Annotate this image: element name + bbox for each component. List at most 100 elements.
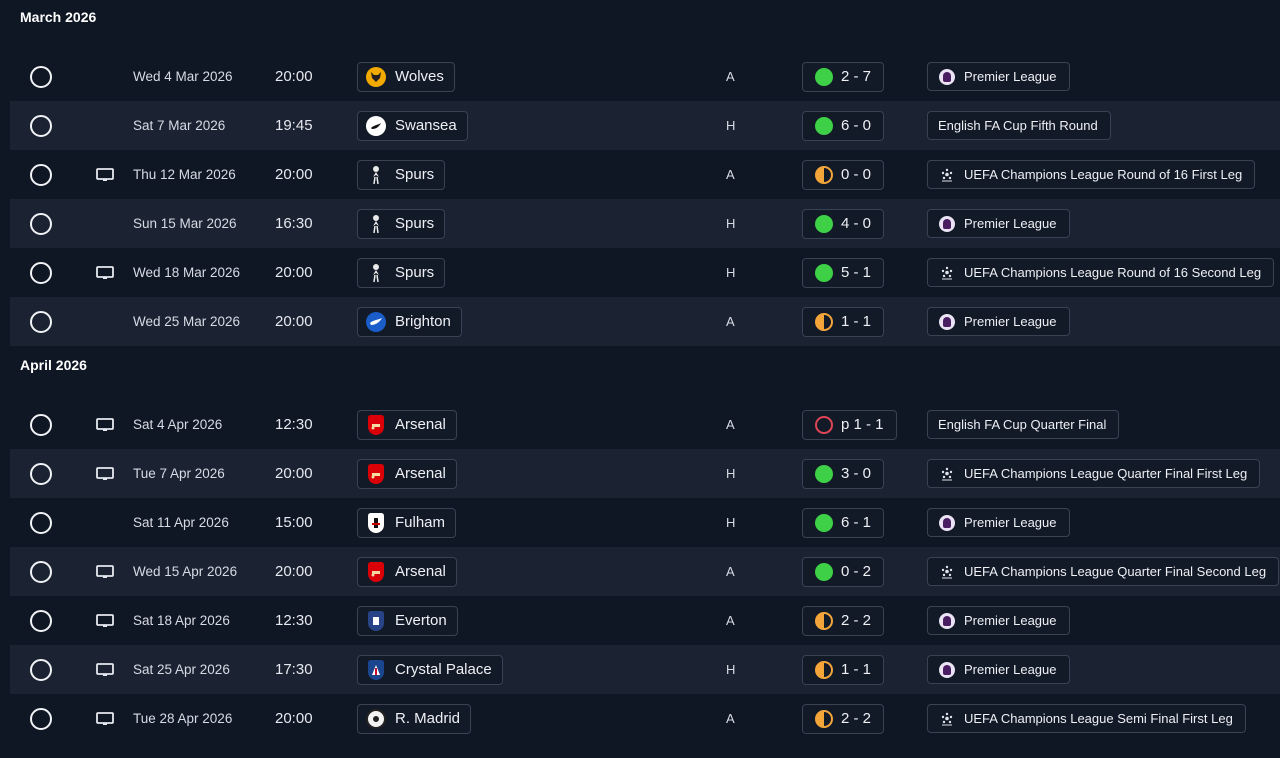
select-circle-checkbox[interactable]: [30, 212, 52, 235]
select-circle-checkbox[interactable]: [30, 462, 52, 485]
select-circle-checkbox[interactable]: [30, 310, 52, 333]
opponent-button[interactable]: Spurs: [357, 159, 446, 190]
result-button[interactable]: 2 - 7: [802, 61, 885, 92]
result-button[interactable]: 6 - 1: [802, 507, 885, 538]
result-button[interactable]: 0 - 0: [802, 159, 885, 190]
competition-name: English FA Cup Fifth Round: [938, 118, 1098, 133]
premier-league-icon: [938, 661, 956, 679]
competition-button[interactable]: UEFA Champions League Semi Final First L…: [927, 704, 1246, 733]
competition-name: Premier League: [964, 69, 1057, 84]
result-button[interactable]: 0 - 2: [802, 556, 885, 587]
fixture-row[interactable]: Sat 25 Apr 2026 17:30 Crystal Palace H 1 - 1…: [10, 645, 1280, 694]
arsenal-badge-icon: [368, 414, 384, 435]
fixture-row[interactable]: Wed 18 Mar 2026 20:00 Spurs H 5 - 1 UEFA Cham…: [10, 248, 1280, 297]
result-button[interactable]: 5 - 1: [802, 257, 885, 288]
select-circle-checkbox[interactable]: [30, 65, 52, 88]
select-circle-checkbox[interactable]: [30, 114, 52, 137]
opponent-button[interactable]: Swansea: [357, 110, 468, 141]
competition-button[interactable]: UEFA Champions League Quarter Final Seco…: [927, 557, 1280, 586]
select-circle-checkbox[interactable]: [30, 609, 52, 632]
competition-button[interactable]: English FA Cup Fifth Round: [927, 111, 1111, 140]
select-circle-checkbox[interactable]: [30, 560, 52, 583]
match-time: 20:00: [275, 68, 313, 85]
opponent-name: Crystal Palace: [395, 661, 492, 678]
fixture-row[interactable]: Sat 18 Apr 2026 12:30 Everton A 2 - 2 Premier…: [10, 596, 1280, 645]
fixture-row[interactable]: Tue 7 Apr 2026 20:00 Arsenal H 3 - 0 UEFA Cha…: [10, 449, 1280, 498]
result-button[interactable]: 6 - 0: [802, 110, 885, 141]
fixture-row[interactable]: Wed 4 Mar 2026 20:00 Wolves A 2 - 7 Premier L…: [10, 52, 1280, 101]
fixture-row[interactable]: Thu 12 Mar 2026 20:00 Spurs A 0 - 0 UEFA Cham…: [10, 150, 1280, 199]
opponent-name: Fulham: [395, 514, 446, 531]
fixture-row[interactable]: Tue 28 Apr 2026 20:00 R. Madrid A 2 - 2 UEFA …: [10, 694, 1280, 743]
opponent-button[interactable]: Everton: [357, 605, 458, 636]
fixture-row[interactable]: Wed 15 Apr 2026 20:00 Arsenal A 0 - 2 UEFA Ch…: [10, 547, 1280, 596]
opponent-button[interactable]: Arsenal: [357, 458, 457, 489]
match-date: Sat 11 Apr 2026: [133, 515, 229, 530]
opponent-name: Wolves: [395, 68, 444, 85]
champions-league-icon: [938, 710, 956, 728]
champions-league-icon: [938, 465, 956, 483]
competition-button[interactable]: UEFA Champions League Round of 16 First …: [927, 160, 1256, 189]
venue: H: [726, 662, 736, 677]
opponent-button[interactable]: Arsenal: [357, 409, 457, 440]
select-circle-checkbox[interactable]: [30, 413, 52, 436]
match-date: Sat 7 Mar 2026: [133, 118, 226, 133]
result-button[interactable]: 2 - 2: [802, 703, 885, 734]
select-circle-checkbox[interactable]: [30, 658, 52, 681]
pen-result-icon: [815, 415, 833, 434]
match-date: Tue 28 Apr 2026: [133, 711, 233, 726]
opponent-button[interactable]: Fulham: [357, 507, 457, 538]
competition-name: English FA Cup Quarter Final: [938, 417, 1107, 432]
result-button[interactable]: 1 - 1: [802, 306, 885, 337]
competition-button[interactable]: English FA Cup Quarter Final: [927, 410, 1120, 439]
match-time: 15:00: [275, 514, 313, 531]
match-time: 20:00: [275, 710, 313, 727]
result-button[interactable]: 2 - 2: [802, 605, 885, 636]
draw-result-icon: [815, 611, 833, 630]
match-date: Thu 12 Mar 2026: [133, 167, 236, 182]
select-circle-checkbox[interactable]: [30, 261, 52, 284]
premier-league-icon: [938, 68, 956, 86]
score: 4 - 0: [841, 215, 872, 232]
select-circle-checkbox[interactable]: [30, 707, 52, 730]
opponent-button[interactable]: Crystal Palace: [357, 654, 503, 685]
venue: H: [726, 515, 736, 530]
select-circle-checkbox[interactable]: [30, 511, 52, 534]
score: 6 - 0: [841, 117, 872, 134]
opponent-button[interactable]: Arsenal: [357, 556, 457, 587]
match-date: Wed 15 Apr 2026: [133, 564, 238, 579]
competition-button[interactable]: Premier League: [927, 508, 1070, 537]
competition-button[interactable]: Premier League: [927, 209, 1070, 238]
opponent-name: R. Madrid: [395, 710, 461, 727]
competition-name: Premier League: [964, 314, 1057, 329]
venue: A: [726, 711, 735, 726]
arsenal-badge-icon: [368, 463, 384, 484]
select-circle-checkbox[interactable]: [30, 163, 52, 186]
result-button[interactable]: 4 - 0: [802, 208, 885, 239]
competition-button[interactable]: UEFA Champions League Quarter Final Firs…: [927, 459, 1261, 488]
opponent-button[interactable]: Brighton: [357, 306, 462, 337]
competition-button[interactable]: Premier League: [927, 62, 1070, 91]
fixture-row[interactable]: Sat 11 Apr 2026 15:00 Fulham H 6 - 1 Premier …: [10, 498, 1280, 547]
result-button[interactable]: 1 - 1: [802, 654, 885, 685]
fixture-row[interactable]: Sun 15 Mar 2026 16:30 Spurs H 4 - 0 Premier L…: [10, 199, 1280, 248]
premier-league-icon: [938, 514, 956, 532]
fixture-row[interactable]: Wed 25 Mar 2026 20:00 Brighton A 1 - 1 Premie…: [10, 297, 1280, 346]
competition-button[interactable]: UEFA Champions League Round of 16 Second…: [927, 258, 1275, 287]
opponent-button[interactable]: Spurs: [357, 208, 446, 239]
competition-button[interactable]: Premier League: [927, 606, 1070, 635]
competition-button[interactable]: Premier League: [927, 655, 1070, 684]
score: 2 - 2: [841, 612, 872, 629]
draw-result-icon: [815, 165, 833, 184]
result-button[interactable]: p 1 - 1: [802, 409, 897, 440]
competition-button[interactable]: Premier League: [927, 307, 1070, 336]
opponent-button[interactable]: R. Madrid: [357, 703, 472, 734]
win-result-icon: [815, 116, 833, 135]
opponent-button[interactable]: Spurs: [357, 257, 446, 288]
win-result-icon: [815, 67, 833, 86]
opponent-button[interactable]: Wolves: [357, 61, 455, 92]
result-button[interactable]: 3 - 0: [802, 458, 885, 489]
fixture-row[interactable]: Sat 7 Mar 2026 19:45 Swansea H 6 - 0 English …: [10, 101, 1280, 150]
